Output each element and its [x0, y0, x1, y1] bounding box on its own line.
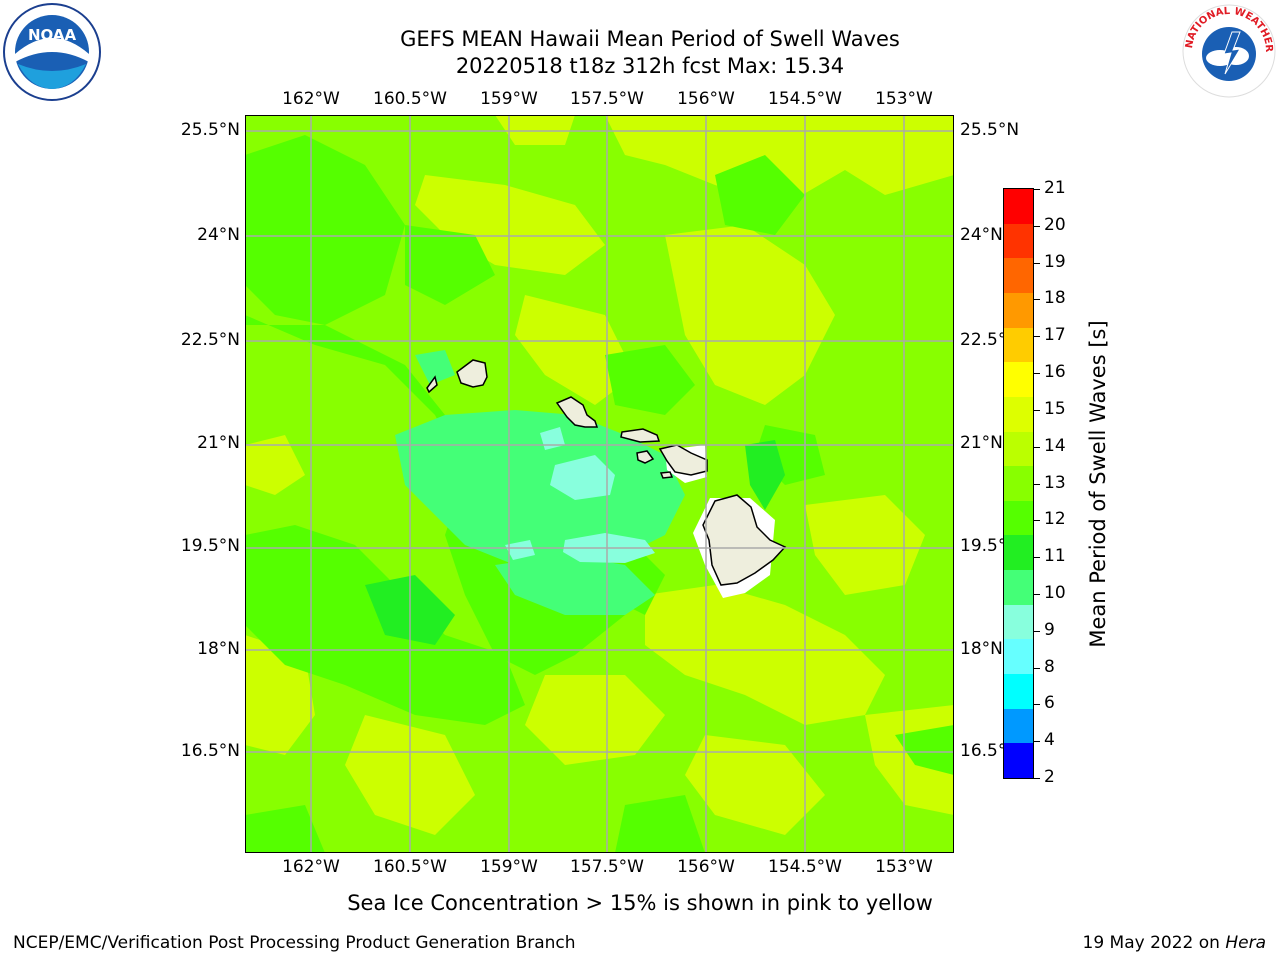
colorbar-tick-label: 19: [1044, 251, 1066, 272]
map-subtitle: 20220518 t18z 312h fcst Max: 15.34: [455, 54, 845, 78]
colorbar-tick-label: 6: [1044, 693, 1055, 714]
colorbar-tick: [1034, 336, 1040, 338]
colorbar-tick-label: 4: [1044, 730, 1055, 751]
colorbar-tick: [1034, 262, 1040, 264]
footer-host: Hera: [1225, 933, 1266, 953]
colorbar-tick: [1034, 630, 1040, 632]
colorbar-tick-label: 21: [1044, 178, 1066, 198]
colorbar-tick-label: 20: [1044, 214, 1066, 235]
colorbar-segment: [1004, 223, 1033, 259]
colorbar-tick-label: 16: [1044, 362, 1066, 383]
lon-label-top: 156°W: [677, 89, 735, 109]
lon-label-bottom: 157.5°W: [570, 857, 644, 877]
footer-date-text: 19 May 2022 on: [1082, 933, 1226, 953]
lat-label-left: 22.5°N: [180, 330, 240, 350]
colorbar-tick: [1034, 557, 1040, 559]
lon-label-bottom: 154.5°W: [768, 857, 842, 877]
colorbar-segment: [1004, 466, 1033, 502]
colorbar-tick: [1034, 593, 1040, 595]
colorbar-tick-label: 9: [1044, 619, 1055, 640]
lon-label-bottom: 153°W: [875, 857, 933, 877]
colorbar-tick-label: 17: [1044, 325, 1066, 346]
colorbar-segment: [1004, 258, 1033, 294]
map-title: GEFS MEAN Hawaii Mean Period of Swell Wa…: [400, 27, 900, 51]
lat-label-right: 25.5°N: [960, 120, 1020, 140]
lat-label-left: 19.5°N: [180, 536, 240, 556]
lon-label-bottom: 162°W: [282, 857, 340, 877]
colorbar-tick: [1034, 704, 1040, 706]
lat-label-left: 24°N: [197, 225, 240, 245]
colorbar-segment: [1004, 362, 1033, 398]
lat-label-left: 18°N: [197, 639, 240, 659]
lon-label-top: 160.5°W: [373, 89, 447, 109]
lat-label-right: 18°N: [960, 639, 1003, 659]
colorbar-tick-label: 11: [1044, 546, 1066, 567]
colorbar-segment: [1004, 500, 1033, 536]
lon-label-top: 153°W: [875, 89, 933, 109]
lat-label-left: 25.5°N: [180, 120, 240, 140]
colorbar-tick-label: 10: [1044, 582, 1066, 603]
colorbar-tick: [1034, 409, 1040, 411]
sea-ice-note: Sea Ice Concentration > 15% is shown in …: [347, 891, 933, 915]
colorbar-tick-label: 8: [1044, 656, 1055, 677]
colorbar-tick-label: 13: [1044, 472, 1066, 493]
colorbar-segment: [1004, 570, 1033, 606]
colorbar-segment: [1004, 292, 1033, 329]
colorbar-tick-label: 2: [1044, 767, 1055, 787]
colorbar-segment: [1004, 327, 1033, 363]
svg-text:NOAA: NOAA: [28, 26, 77, 44]
colorbar-segment: [1004, 674, 1033, 710]
lat-label-left: 21°N: [197, 433, 240, 453]
colorbar-tick: [1034, 446, 1040, 448]
colorbar-tick-label: 12: [1044, 509, 1066, 530]
colorbar-tick: [1034, 189, 1040, 190]
colorbar-segment: [1004, 708, 1033, 744]
lon-label-top: 154.5°W: [768, 89, 842, 109]
colorbar-segment: [1004, 743, 1033, 779]
nws-logo-icon: NATIONAL WEATHER SERVICE: [1176, 0, 1278, 104]
colorbar-tick: [1034, 741, 1040, 743]
colorbar-tick: [1034, 778, 1040, 779]
noaa-logo-icon: NOAA: [2, 2, 102, 106]
lon-label-top: 157.5°W: [570, 89, 644, 109]
colorbar-segment: [1004, 604, 1033, 640]
footer-date: 19 May 2022 on Hera: [1083, 933, 1267, 953]
colorbar-segment: [1004, 431, 1033, 467]
colorbar-segment: [1004, 535, 1033, 571]
lat-label-right: 21°N: [960, 433, 1003, 453]
map-area: [245, 115, 954, 853]
colorbar: [1003, 188, 1034, 779]
colorbar-tick: [1034, 373, 1040, 375]
colorbar-segment: [1004, 189, 1033, 225]
footer-credit: NCEP/EMC/Verification Post Processing Pr…: [13, 933, 576, 953]
colorbar-tick: [1034, 225, 1040, 227]
colorbar-tick-label: 14: [1044, 435, 1066, 456]
colorbar-tick: [1034, 667, 1040, 669]
colorbar-tick-label: 18: [1044, 288, 1066, 309]
lat-label-right: 24°N: [960, 225, 1003, 245]
colorbar-tick-label: 15: [1044, 398, 1066, 419]
colorbar-segment: [1004, 639, 1033, 675]
lon-label-bottom: 160.5°W: [373, 857, 447, 877]
colorbar-tick: [1034, 520, 1040, 522]
lat-label-left: 16.5°N: [180, 741, 240, 761]
colorbar-tick: [1034, 483, 1040, 485]
colorbar-segment: [1004, 396, 1033, 433]
lon-label-bottom: 159°W: [480, 857, 538, 877]
colorbar-tick: [1034, 299, 1040, 301]
lon-label-top: 159°W: [480, 89, 538, 109]
lon-label-top: 162°W: [282, 89, 340, 109]
lon-label-bottom: 156°W: [677, 857, 735, 877]
colorbar-label: Mean Period of Swell Waves [s]: [1086, 320, 1110, 648]
